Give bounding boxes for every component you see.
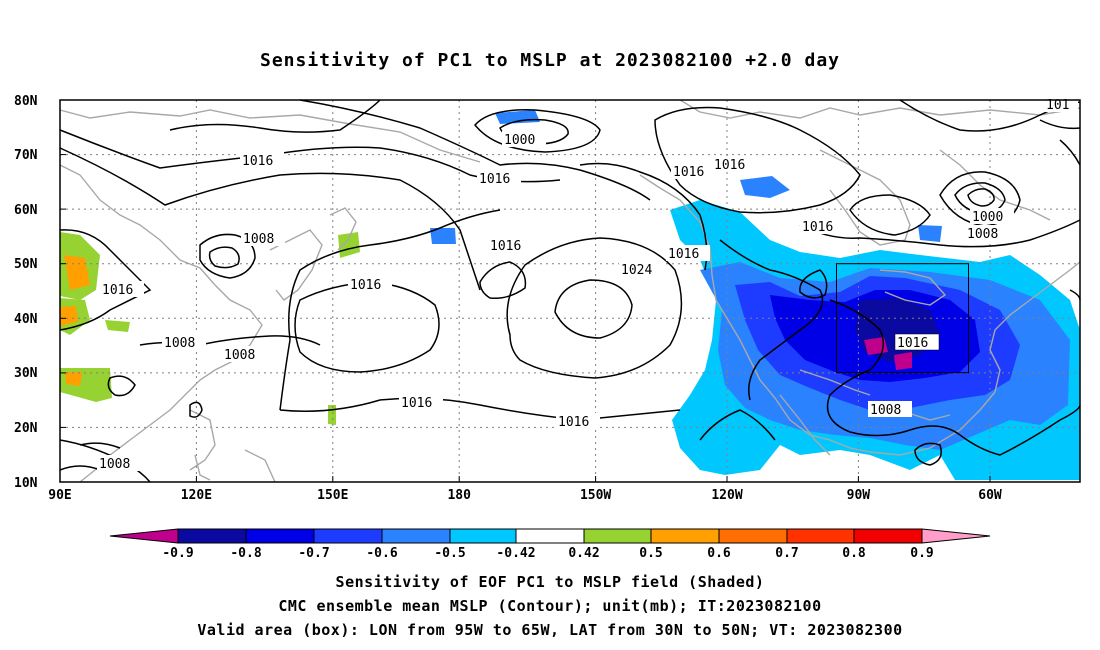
lon-label-180: 180 [447, 488, 471, 503]
colorbar-segment-7 [584, 529, 651, 543]
lat-label-50n: 50N [14, 257, 38, 272]
map-title: Sensitivity of PC1 to MSLP at 2023082100… [259, 50, 840, 71]
contour-label-1008-a: 1008 [243, 232, 274, 247]
shade-positive-japan [338, 232, 360, 258]
coastlines [59, 99, 1081, 483]
latitude-labels: 80N 70N 60N 50N 40N 30N 20N 10N [14, 94, 38, 491]
graticule [60, 100, 1080, 482]
colorbar-segment-10 [787, 529, 854, 543]
colorbar-label-p09: 0.9 [910, 546, 933, 561]
colorbar-label-p07: 0.7 [775, 546, 798, 561]
shade-strong-negative-1 [864, 337, 888, 355]
contour-label-1000-a: 1000 [504, 133, 535, 148]
contour-label-1008-e: 1008 [967, 227, 998, 242]
shade-negative-labrador-spot [918, 225, 942, 242]
contour-label-1016-e: 1016 [490, 239, 521, 254]
axis-ticks [59, 99, 991, 483]
colorbar-label-m08: -0.8 [230, 546, 261, 561]
contour-label-1016-b: 1016 [479, 172, 510, 187]
colorbar-label-p05: 0.5 [639, 546, 662, 561]
shade-negative-pacific-spot [430, 228, 456, 244]
contour-label-1016-l: 1016 [897, 336, 928, 351]
contour-label-1016-c: 1016 [673, 165, 704, 180]
contour-label-1016-k: 1016 [558, 415, 589, 430]
lat-label-60n: 60N [14, 203, 38, 218]
map-area: 1000 1016 1016 1016 1016 1016 1016 1016 … [14, 94, 1081, 503]
colorbar-segment-2 [246, 529, 314, 543]
colorbar-label-p042: 0.42 [568, 546, 599, 561]
lon-label-120w: 120W [711, 488, 742, 503]
colorbar-segment-1 [178, 529, 246, 543]
contour-label-1008-c: 1008 [224, 348, 255, 363]
colorbar-segment-12 [922, 529, 990, 543]
colorbar-segment-8 [651, 529, 719, 543]
shade-positive-asia-small [105, 320, 130, 332]
contour-label-1016-g: 1016 [802, 220, 833, 235]
contour-label-1016-h: 1016 [102, 283, 133, 298]
colorbar-label-m09: -0.9 [162, 546, 193, 561]
colorbar-segment-0 [110, 529, 178, 543]
lat-label-40n: 40N [14, 312, 38, 327]
colorbar-segment-3 [314, 529, 382, 543]
contour-label-1016-a: 1016 [242, 154, 273, 169]
colorbar-label-p06: 0.6 [707, 546, 731, 561]
map-frame [59, 99, 1081, 483]
caption-contour: CMC ensemble mean MSLP (Contour); unit(m… [278, 597, 822, 615]
contour-label-1016-j: 1016 [401, 396, 432, 411]
valid-area-box [836, 263, 969, 374]
colorbar-segment-4 [382, 529, 450, 543]
contour-label-1000-b: 1000 [972, 210, 1003, 225]
colorbar-segment-11 [854, 529, 922, 543]
colorbar-label-m06: -0.6 [366, 546, 397, 561]
contour-label-1008-d: 1008 [870, 403, 901, 418]
lon-label-120e: 120E [181, 488, 212, 503]
shade-orange-asia-north [64, 255, 90, 290]
lat-label-20n: 20N [14, 421, 38, 436]
mslp-contours [59, 99, 1081, 483]
colorbar: -0.9 -0.8 -0.7 -0.6 -0.5 -0.42 0.42 0.5 … [109, 528, 991, 561]
colorbar-label-m07: -0.7 [298, 546, 329, 561]
shade-orange-asia-mid [60, 306, 78, 326]
colorbar-segment-9 [719, 529, 787, 543]
lon-label-150e: 150E [317, 488, 348, 503]
caption-valid-area: Valid area (box): LON from 95W to 65W, L… [197, 621, 903, 639]
lat-label-70n: 70N [14, 148, 38, 163]
shade-orange-asia-south [65, 372, 82, 386]
shade-negative-canada-north [740, 176, 790, 198]
colorbar-label-m05: -0.5 [434, 546, 465, 561]
contour-label-1008-b: 1008 [164, 336, 195, 351]
colorbar-segment-6 [516, 529, 584, 543]
contour-label-1016-f: 1016 [668, 247, 699, 262]
colorbar-segment-5 [450, 529, 516, 543]
lat-label-30n: 30N [14, 366, 38, 381]
caption-shaded: Sensitivity of EOF PC1 to MSLP field (Sh… [335, 573, 765, 591]
shade-strong-negative-2 [894, 352, 912, 370]
contour-labels: 1000 1016 1016 1016 1016 1016 1016 1016 … [97, 97, 1078, 472]
lat-label-80n: 80N [14, 94, 38, 109]
contour-label-1016-i: 1016 [350, 278, 381, 293]
contour-label-101: 101 [1046, 98, 1069, 113]
lon-label-90e: 90E [48, 488, 71, 503]
contour-label-1016-d: 1016 [714, 158, 745, 173]
lon-label-150w: 150W [580, 488, 611, 503]
shade-positive-pacific-small [328, 405, 336, 425]
lon-label-60w: 60W [978, 488, 1002, 503]
contour-label-1024: 1024 [621, 263, 652, 278]
contour-label-1008-f: 1008 [99, 457, 130, 472]
colorbar-label-m042: -0.42 [496, 546, 535, 561]
colorbar-label-p08: 0.8 [842, 546, 866, 561]
lon-label-90w: 90W [847, 488, 871, 503]
lat-label-10n: 10N [14, 476, 38, 491]
longitude-labels: 90E 120E 150E 180 150W 120W 90W 60W [48, 488, 1002, 503]
